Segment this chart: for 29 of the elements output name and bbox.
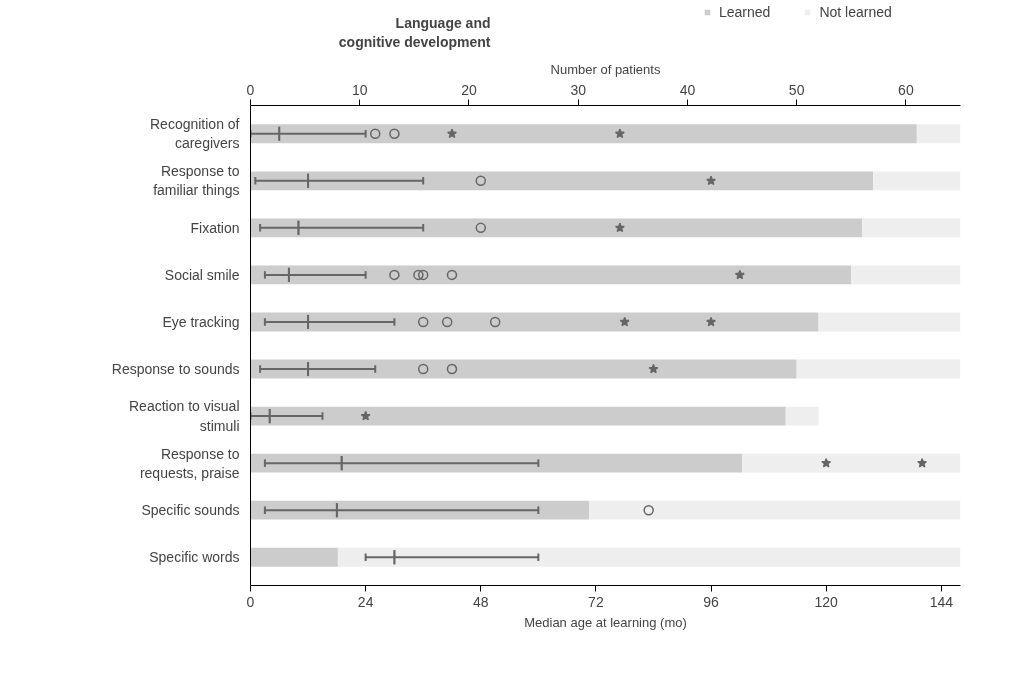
x-tick-label: 24 [357, 593, 374, 610]
y-tick-label: Recognition of caregivers [150, 116, 240, 152]
x2-tick-label: 40 [679, 81, 696, 98]
legend-label: Not learned [819, 4, 892, 20]
x2-tick-label: 60 [898, 81, 914, 98]
y-tick-label: Eye tracking [162, 313, 240, 330]
x-axis-title: Median age at learning (mo) [524, 614, 687, 630]
x-tick-label: 96 [703, 593, 720, 610]
x2-tick-label: 10 [351, 81, 368, 98]
y-tick-label: Response to requests, praise [139, 445, 240, 481]
x-tick-label: 0 [246, 593, 255, 610]
y-tick-label: Response to familiar things [153, 163, 240, 199]
x2-tick-label: 50 [788, 81, 805, 98]
y-axis-title: Language and cognitive development [338, 15, 491, 51]
x2-tick-label: 20 [461, 81, 477, 98]
x-tick-label: 144 [929, 593, 954, 610]
x2-axis-title: Number of patients [550, 61, 661, 77]
y-tick-label: Social smile [164, 266, 240, 283]
y-tick-label: Response to sounds [111, 361, 240, 378]
y-tick-label: Reaction to visual stimuli [129, 398, 240, 434]
y-tick-label: Specific words [149, 549, 240, 566]
x-tick-label: 120 [814, 593, 839, 610]
legend-label: Learned [719, 4, 771, 20]
x2-tick-label: 30 [570, 81, 587, 98]
y-tick-label: Specific sounds [141, 502, 240, 519]
y-tick-label: Fixation [190, 219, 240, 236]
x2-tick-label: 0 [246, 81, 255, 98]
x-tick-label: 48 [472, 593, 489, 610]
x-tick-label: 72 [588, 593, 604, 610]
